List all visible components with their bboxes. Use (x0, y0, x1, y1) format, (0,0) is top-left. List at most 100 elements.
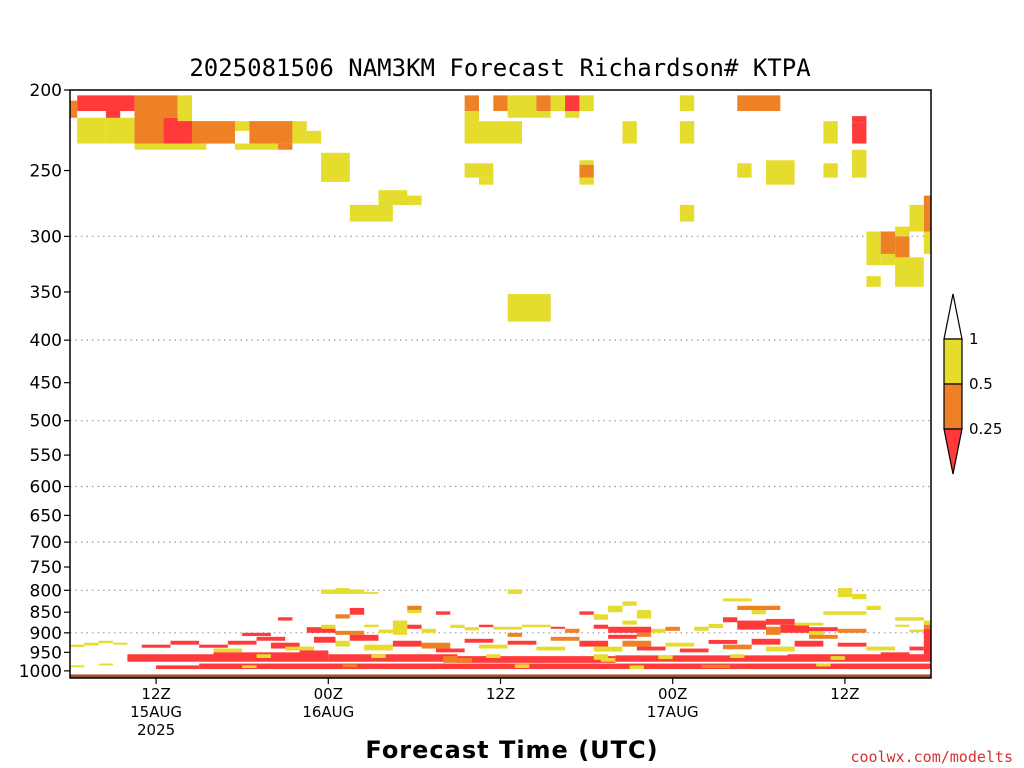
ri-cell (342, 664, 357, 668)
ri-cell (809, 634, 838, 639)
ri-cell (464, 627, 479, 631)
ri-cell (823, 163, 838, 178)
ri-cell (565, 95, 580, 112)
ri-cell (156, 665, 200, 670)
ri-cell (507, 294, 551, 322)
ri-cell (852, 593, 867, 600)
ground-layer (70, 674, 931, 678)
ri-cell (349, 589, 365, 594)
ri-cell (636, 632, 652, 637)
y-tick-label: 400 (30, 331, 62, 351)
legend-below-triangle (943, 428, 963, 475)
ri-cell (880, 253, 896, 266)
ri-cell (895, 226, 910, 237)
ri-cell (507, 640, 537, 645)
ri-cell (493, 626, 523, 630)
ri-cell (256, 654, 271, 658)
ri-cell (622, 121, 637, 144)
ri-cell (335, 588, 350, 594)
ri-cell (708, 639, 738, 644)
y-axis: 200 250 300 350 400 450 500 550 600 650 700 750 8008… (19, 81, 70, 682)
ri-cell (679, 648, 709, 653)
ri-cell (163, 117, 192, 144)
ri-cell (70, 644, 85, 647)
credit-text: coolwx.com/modelts (850, 748, 1013, 766)
ri-cell (608, 605, 623, 613)
ri-cell (622, 640, 652, 647)
ri-cell (765, 618, 795, 625)
ri-cell (349, 607, 365, 615)
ri-cell (464, 638, 494, 643)
ri-cell (443, 658, 472, 663)
ground-fill (70, 674, 931, 678)
ri-cell (565, 628, 580, 633)
ri-cell (579, 640, 609, 647)
ri-cell (866, 646, 896, 651)
ri-cell (177, 111, 192, 122)
ri-cell (765, 646, 795, 652)
x-axis-label: Forecast Time (UTC) (365, 736, 658, 764)
ri-cell (127, 654, 214, 662)
ri-cell (765, 626, 781, 635)
color-legend: 1 0.5 0.25 (943, 293, 1002, 475)
ri-cell (722, 644, 752, 650)
ri-cell (651, 628, 666, 633)
ri-cell (923, 628, 931, 657)
ri-cell (880, 652, 910, 657)
ri-cell (242, 632, 271, 637)
ri-cell (493, 95, 508, 112)
ri-cell (694, 626, 709, 631)
ri-cell (335, 630, 365, 635)
ri-cell (335, 640, 350, 647)
ri-cell (227, 640, 257, 645)
ri-cell (615, 655, 788, 662)
ri-cell (608, 626, 652, 633)
ri-cell (780, 624, 810, 633)
ri-cell (737, 620, 766, 630)
ri-cell (235, 121, 250, 131)
ri-cell (507, 632, 523, 637)
ri-cell (830, 656, 845, 660)
legend-label: 0.5 (969, 375, 993, 393)
y-tick-label: 1000 (19, 662, 62, 682)
ri-cell (335, 614, 350, 619)
ri-cell (550, 626, 566, 629)
ri-cell (909, 629, 924, 633)
x-tick-label: 16AUG (302, 703, 354, 721)
legend-label: 0.25 (969, 420, 1002, 438)
ri-cell (464, 95, 479, 112)
y-tick-label: 650 (30, 506, 62, 526)
ri-cell (787, 654, 931, 662)
ri-cell (708, 623, 723, 628)
ri-cell (622, 601, 637, 606)
ri-cell (909, 204, 924, 232)
ri-cell (457, 656, 616, 663)
grid-lines (70, 235, 931, 634)
ri-cell (235, 143, 279, 150)
legend-label: 1 (969, 330, 979, 348)
y-tick-label: 700 (30, 533, 62, 553)
ri-cell (794, 640, 824, 647)
ri-cell (113, 642, 128, 645)
data-cells (70, 95, 931, 670)
ri-cell (593, 614, 609, 620)
ri-cell (665, 642, 695, 647)
ri-cell (306, 130, 322, 144)
ri-cell (722, 598, 752, 602)
ri-cell (443, 656, 458, 660)
y-tick-label: 450 (30, 374, 62, 394)
ri-cell (278, 617, 293, 621)
ri-cell (249, 121, 293, 144)
y-tick-label: 300 (30, 227, 62, 247)
ri-cell (593, 654, 609, 660)
chart-title: 2025081506 NAM3KM Forecast Richardson# K… (189, 54, 811, 82)
x-tick-label: 12Z (486, 685, 515, 703)
y-tick-label: 250 (30, 162, 62, 182)
ri-cell (636, 646, 666, 651)
ri-cell (522, 624, 551, 628)
ri-cell (852, 122, 867, 144)
ri-cell (407, 624, 422, 629)
ri-cell (435, 648, 465, 653)
y-tick-label: 550 (30, 446, 62, 466)
y-tick-label: 800 (30, 581, 62, 601)
